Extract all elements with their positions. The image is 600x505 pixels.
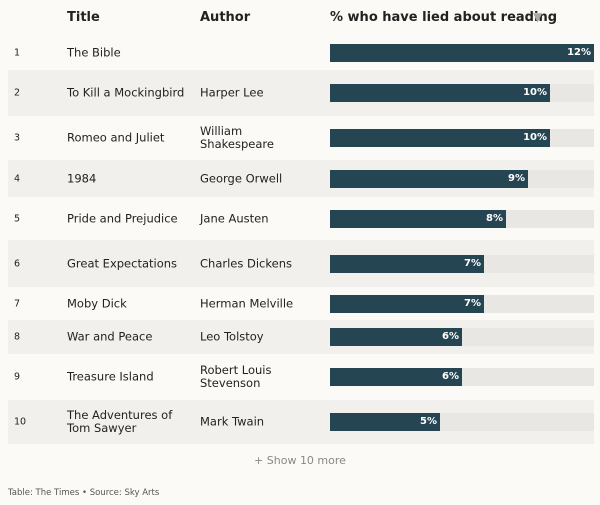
- value-label: 7%: [464, 257, 481, 269]
- bar-track: 7%: [330, 294, 594, 313]
- bar: 9%: [330, 169, 528, 188]
- table-row: 2 To Kill a Mockingbird Harper Lee 10%: [8, 70, 594, 116]
- table-row: 3 Romeo and Juliet William Shakespeare 10%: [8, 116, 594, 160]
- value-label: 10%: [523, 132, 547, 143]
- bar: 5%: [330, 413, 440, 431]
- table-row: 7 Moby Dick Herman Melville 7%: [8, 287, 594, 320]
- title-cell: Treasure Island: [67, 369, 154, 384]
- author-cell: Robert Louis Stevenson: [200, 363, 272, 390]
- author-cell: Leo Tolstoy: [200, 329, 264, 344]
- value-label: 9%: [508, 172, 525, 184]
- table-row: 5 Pride and Prejudice Jane Austen 8%: [8, 197, 594, 240]
- bar: 7%: [330, 294, 484, 313]
- author-cell: George Orwell: [200, 171, 283, 185]
- rank-cell: 5: [14, 213, 21, 224]
- author-cell: Herman Melville: [200, 296, 294, 310]
- source-note: Table: The Times • Source: Sky Arts: [8, 488, 160, 498]
- bar: 6%: [330, 368, 462, 386]
- column-header: Author: [200, 10, 251, 25]
- bar-track: 8%: [330, 209, 594, 228]
- rank-cell: 6: [14, 258, 21, 269]
- rank-cell: 4: [14, 173, 21, 184]
- title-cell: Pride and Prejudice: [67, 211, 178, 225]
- bar: 10%: [330, 129, 550, 147]
- bar-track: 6%: [330, 328, 594, 346]
- value-label: 6%: [442, 371, 459, 382]
- bar-track: 6%: [330, 368, 594, 386]
- bar: 6%: [330, 328, 462, 346]
- title-cell: Romeo and Juliet: [67, 130, 165, 145]
- value-label: 6%: [442, 331, 459, 342]
- value-label: 8%: [486, 212, 503, 224]
- rank-cell: 10: [14, 416, 27, 428]
- value-label: 12%: [567, 47, 591, 58]
- value-label: 10%: [523, 87, 547, 98]
- author-cell: Jane Austen: [200, 211, 269, 225]
- table-row: 1 The Bible 12%: [8, 36, 594, 70]
- title-cell: To Kill a Mockingbird: [67, 85, 185, 100]
- bar-track: 5%: [330, 413, 594, 431]
- table-row: 10 The Adventures of Tom Sawyer Mark Twain…: [8, 400, 594, 444]
- bar-track: 7%: [330, 254, 594, 273]
- author-cell: William Shakespeare: [200, 124, 274, 151]
- bar-track: 12%: [330, 44, 594, 62]
- rank-cell: 8: [14, 331, 21, 343]
- rank-cell: 3: [14, 132, 21, 144]
- table-row: 8 War and Peace Leo Tolstoy 6%: [8, 320, 594, 354]
- title-cell: 1984: [67, 171, 97, 185]
- rank-cell: 9: [14, 371, 21, 383]
- column-header: Title: [67, 10, 100, 25]
- bar: 10%: [330, 84, 550, 102]
- show-more-button[interactable]: + Show 10 more: [254, 454, 346, 467]
- rank-cell: 2: [14, 87, 21, 99]
- table-row: 9 Treasure Island Robert Louis Stevenson 6%: [8, 354, 594, 400]
- value-label: 5%: [420, 416, 437, 427]
- bar: 7%: [330, 254, 484, 273]
- title-cell: War and Peace: [67, 329, 153, 344]
- value-label: 7%: [464, 297, 481, 309]
- author-cell: Charles Dickens: [200, 256, 292, 270]
- sort-icon[interactable]: ▼: [533, 10, 543, 24]
- bar: 8%: [330, 209, 506, 228]
- bar-track: 9%: [330, 169, 594, 188]
- title-cell: The Adventures of Tom Sawyer: [67, 408, 173, 435]
- bar-track: 10%: [330, 84, 594, 102]
- author-cell: Harper Lee: [200, 85, 264, 100]
- title-cell: Moby Dick: [67, 296, 127, 310]
- author-cell: Mark Twain: [200, 414, 265, 429]
- bar: 12%: [330, 44, 594, 62]
- table-row: 6 Great Expectations Charles Dickens 7%: [8, 240, 594, 287]
- title-cell: Great Expectations: [67, 256, 178, 270]
- rank-cell: 1: [14, 47, 21, 59]
- bar-track: 10%: [330, 129, 594, 147]
- title-cell: The Bible: [67, 45, 121, 60]
- table-row: 4 1984 George Orwell 9%: [8, 160, 594, 197]
- column-header[interactable]: % who have lied about reading: [330, 10, 558, 25]
- rank-cell: 7: [14, 298, 21, 309]
